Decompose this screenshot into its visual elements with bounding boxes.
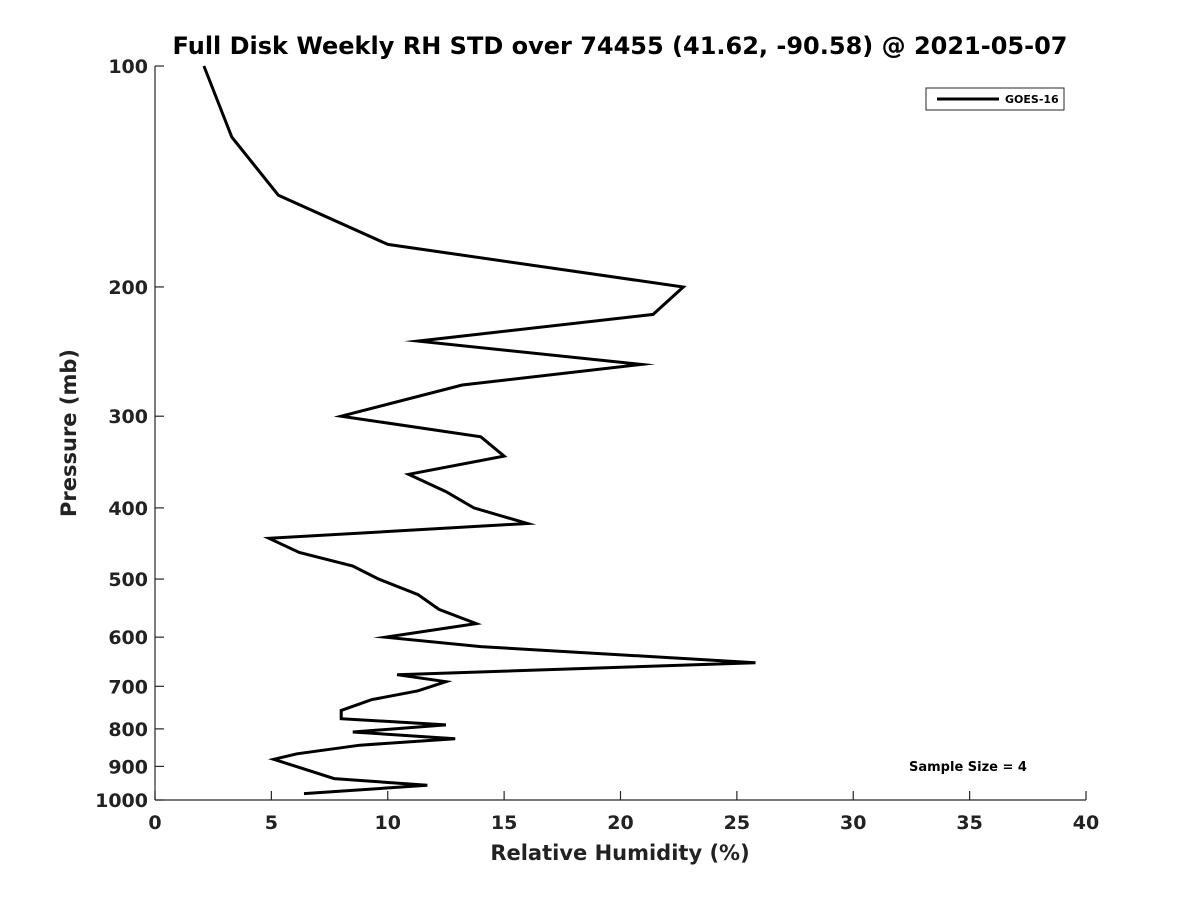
x-tick-label: 30 <box>840 812 866 834</box>
y-ticks: 100 200 300 400 500 600 700 800 900 1000 <box>95 56 164 812</box>
series-layer <box>202 65 756 796</box>
y-tick-label: 200 <box>108 277 148 299</box>
x-tick-label: 20 <box>607 812 633 834</box>
x-tick-label: 5 <box>265 812 278 834</box>
x-tick-label: 10 <box>375 812 401 834</box>
x-tick-label: 0 <box>148 812 161 834</box>
y-tick-label: 500 <box>108 569 148 591</box>
legend: GOES-16 <box>925 87 1065 111</box>
x-tick-label: 35 <box>956 812 982 834</box>
y-tick-label: 100 <box>108 56 148 78</box>
y-tick-label: 900 <box>108 756 148 778</box>
y-tick-label: 300 <box>108 406 148 428</box>
y-tick-label: 400 <box>108 498 148 520</box>
y-axis-label: Pressure (mb) <box>57 349 81 517</box>
chart-title: Full Disk Weekly RH STD over 74455 (41.6… <box>173 32 1068 60</box>
legend-label: GOES-16 <box>1005 93 1059 106</box>
y-tick-label: 800 <box>108 719 148 741</box>
sample-size-annotation: Sample Size = 4 <box>909 760 1027 775</box>
y-tick-label: 700 <box>108 676 148 698</box>
y-tick-label: 600 <box>108 627 148 649</box>
x-tick-label: 25 <box>724 812 750 834</box>
x-ticks: 0 5 10 15 20 25 30 35 40 <box>148 791 1099 834</box>
x-tick-label: 40 <box>1073 812 1099 834</box>
x-axis-label: Relative Humidity (%) <box>490 841 749 865</box>
series-line <box>202 65 756 796</box>
x-tick-label: 15 <box>491 812 517 834</box>
y-tick-label: 1000 <box>95 790 148 812</box>
